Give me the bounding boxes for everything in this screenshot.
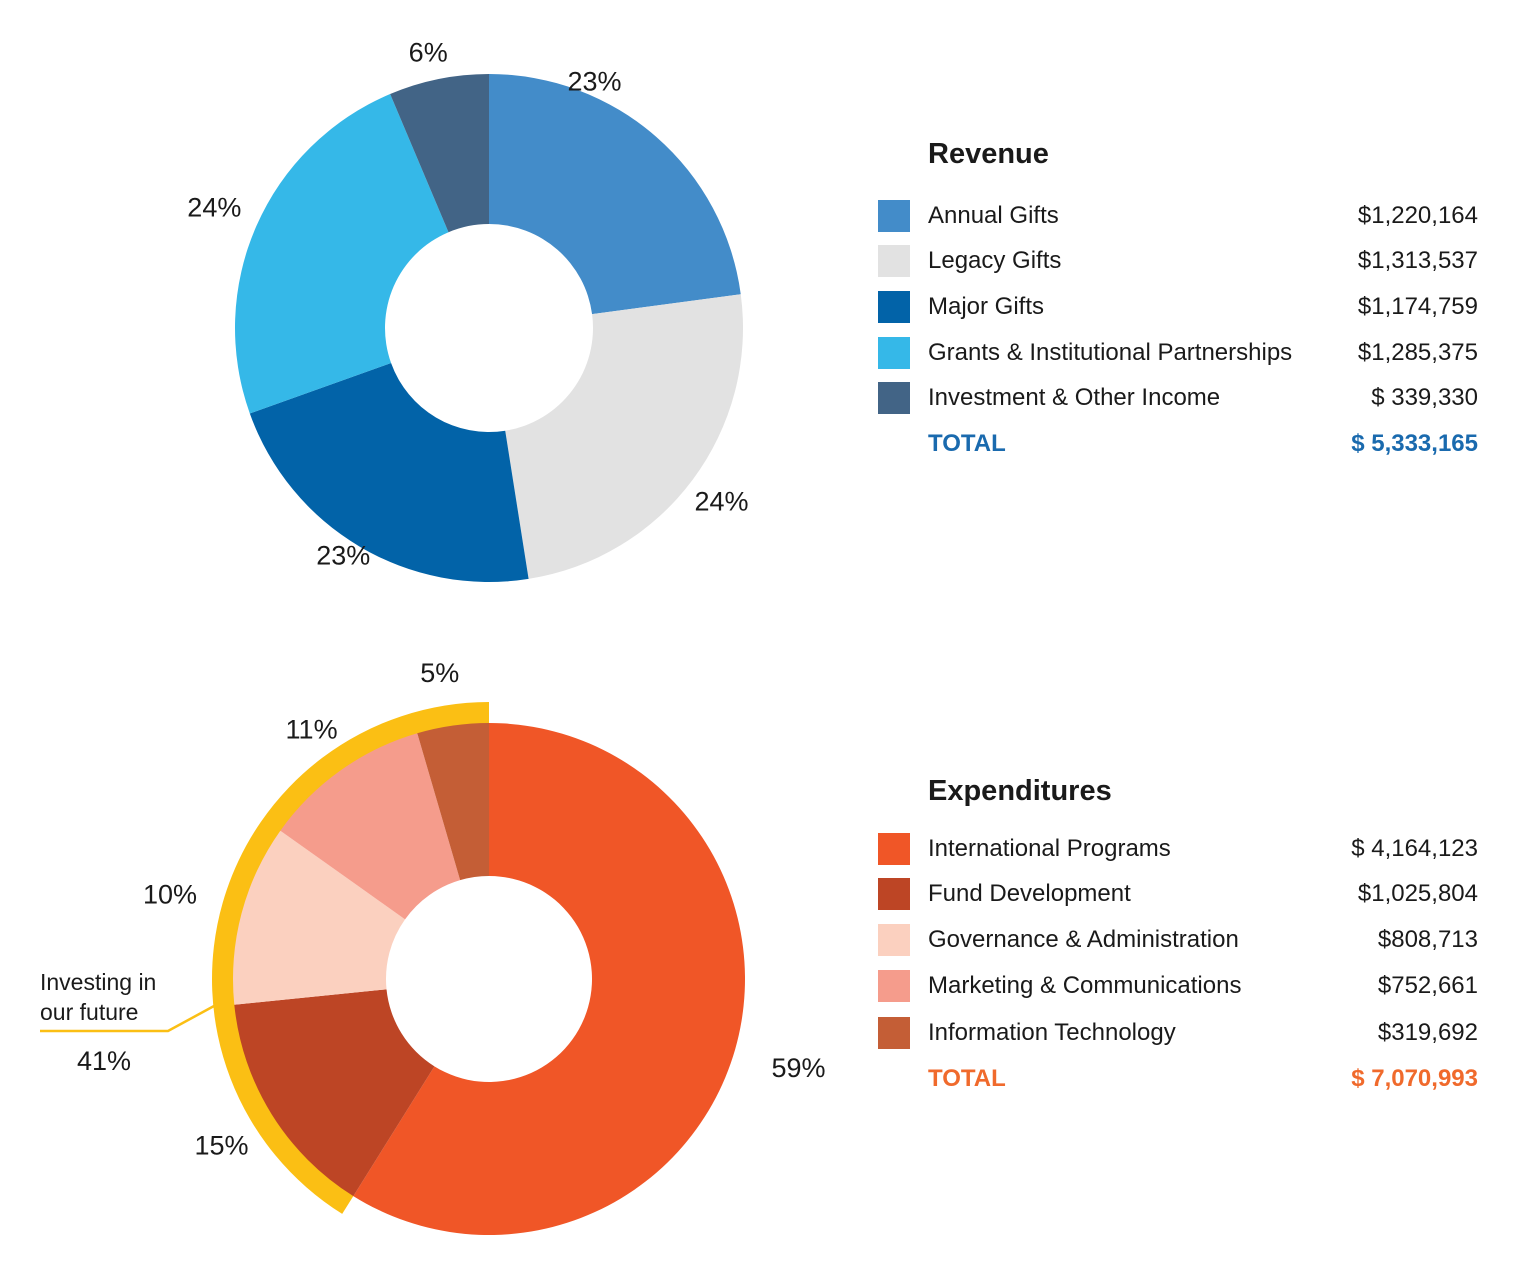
expenditures-percent-label: 59%	[771, 1053, 825, 1083]
revenue-slice	[234, 94, 449, 414]
legend-value: $1,025,804	[1357, 880, 1478, 907]
expenditures-slice	[353, 723, 745, 1235]
legend-value: $1,174,759	[1357, 293, 1478, 320]
legend-label: Legacy Gifts	[928, 247, 1062, 274]
legend-value: $319,692	[1377, 1019, 1478, 1046]
revenue-slice	[249, 363, 529, 582]
legend-label: Investment & Other Income	[928, 384, 1221, 411]
legend-swatch	[878, 200, 910, 232]
expenditures-legend-item: International Programs $ 4,164,123	[878, 833, 1478, 869]
legend-value: $752,661	[1377, 972, 1478, 999]
legend-swatch	[878, 291, 910, 323]
revenue-legend-item: Investment & Other Income $ 339,330	[878, 382, 1478, 418]
legend-swatch	[878, 833, 910, 865]
revenue-title: Revenue	[928, 138, 1049, 170]
legend-value: $808,713	[1377, 926, 1478, 953]
expenditures-legend-item: Governance & Administration $808,713	[878, 924, 1478, 960]
expenditures-title: Expenditures	[928, 775, 1112, 807]
legend-value: $1,313,537	[1357, 247, 1478, 274]
legend-label: Grants & Institutional Partnerships	[928, 339, 1293, 366]
expenditures-total-value: $ 7,070,993	[1351, 1065, 1478, 1092]
expenditures-percent-label: 10%	[143, 880, 197, 910]
revenue-legend-item: Grants & Institutional Partnerships $1,2…	[878, 337, 1478, 373]
revenue-slice	[390, 74, 489, 233]
revenue-legend-item: Major Gifts $1,174,759	[878, 291, 1478, 327]
legend-value: $ 339,330	[1371, 384, 1478, 411]
expenditures-slice	[234, 989, 435, 1197]
revenue-percent-label: 6%	[409, 38, 448, 68]
legend-label: Annual Gifts	[928, 202, 1059, 229]
legend-value: $ 4,164,123	[1351, 835, 1478, 862]
legend-label: Marketing & Communications	[928, 972, 1242, 999]
expenditures-legend-item: Information Technology $319,692	[878, 1017, 1478, 1053]
callout-percent: 41%	[77, 1046, 131, 1076]
revenue-legend-item: Annual Gifts $1,220,164	[878, 200, 1478, 236]
revenue-percent-labels: 23% 24% 23% 24% 6%	[187, 38, 748, 571]
expenditures-donut	[233, 723, 745, 1235]
expenditures-total-row: TOTAL $ 7,070,993	[878, 1063, 1478, 1099]
legend-label: Major Gifts	[928, 293, 1045, 320]
legend-label: Fund Development	[928, 880, 1131, 907]
legend-swatch	[878, 245, 910, 277]
expenditures-percent-label: 5%	[420, 658, 459, 688]
callout-text-line-2: our future	[40, 999, 138, 1025]
expenditures-legend-item: Fund Development $1,025,804	[878, 878, 1478, 914]
legend-label: International Programs	[928, 835, 1171, 862]
legend-swatch	[878, 337, 910, 369]
legend-swatch	[878, 924, 910, 956]
expenditures-percent-label: 15%	[194, 1130, 248, 1160]
expenditures-slice	[280, 733, 461, 920]
expenditures-percent-labels: 59% 15% 10% 11% 5%	[143, 658, 826, 1160]
revenue-percent-label: 24%	[187, 192, 241, 222]
legend-value: $1,285,375	[1357, 339, 1478, 366]
legend-swatch	[878, 970, 910, 1002]
legend-label: Information Technology	[928, 1019, 1176, 1046]
revenue-percent-label: 23%	[567, 67, 621, 97]
legend-label: Governance & Administration	[928, 926, 1239, 953]
revenue-total-row: TOTAL $ 5,333,165	[878, 428, 1478, 464]
legend-value: $1,220,164	[1357, 202, 1478, 229]
expenditures-slice	[233, 830, 406, 1005]
callout-text-line-1: Investing in	[40, 969, 156, 995]
expenditures-legend-item: Marketing & Communications $752,661	[878, 970, 1478, 1006]
expenditures-total-label: TOTAL	[928, 1065, 1006, 1092]
investing-callout: Investing in our future 41%	[40, 969, 215, 1076]
revenue-legend-item: Legacy Gifts $1,313,537	[878, 245, 1478, 281]
revenue-donut	[234, 74, 743, 582]
expenditures-slice	[417, 723, 489, 881]
revenue-slice	[489, 74, 741, 315]
expenditures-percent-label: 11%	[286, 715, 338, 745]
legend-swatch	[878, 1017, 910, 1049]
legend-swatch	[878, 382, 910, 414]
legend-swatch	[878, 878, 910, 910]
callout-leader-line	[40, 1004, 215, 1033]
revenue-percent-label: 23%	[316, 540, 370, 570]
revenue-slice	[505, 294, 743, 579]
revenue-total-label: TOTAL	[928, 430, 1006, 457]
revenue-total-value: $ 5,333,165	[1351, 430, 1478, 457]
revenue-percent-label: 24%	[695, 486, 749, 516]
